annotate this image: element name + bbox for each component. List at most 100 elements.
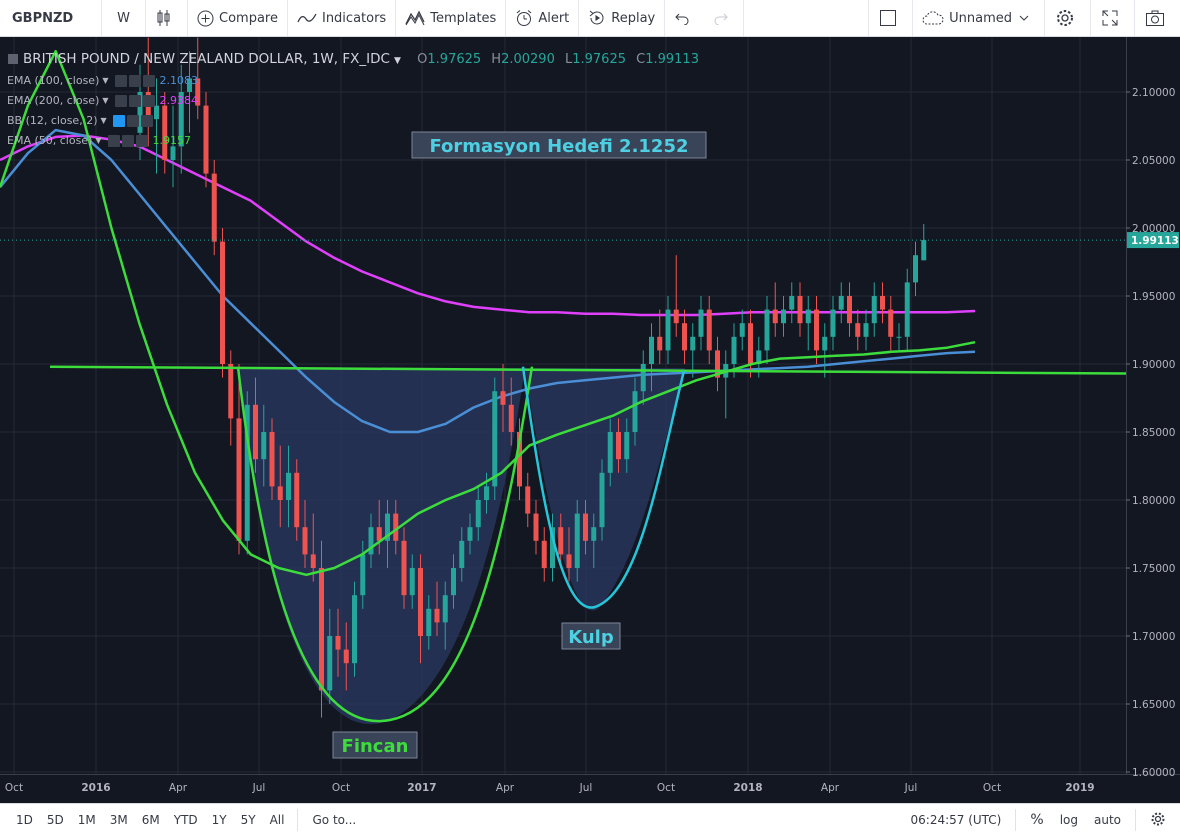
candle-body bbox=[904, 282, 910, 337]
candle-body bbox=[781, 309, 786, 324]
close-label: C bbox=[636, 52, 646, 67]
candle-body bbox=[665, 309, 671, 351]
time-tick-label: 2017 bbox=[407, 782, 436, 794]
chart-type-button[interactable] bbox=[146, 0, 188, 36]
gear-icon[interactable] bbox=[128, 94, 141, 107]
fullscreen-area-button[interactable] bbox=[868, 0, 914, 36]
replay-button[interactable]: Replay bbox=[579, 0, 666, 36]
candle-body bbox=[896, 336, 902, 338]
price-tick-label: 1.85000 bbox=[1132, 427, 1175, 439]
candle-body bbox=[253, 404, 258, 460]
legend-ema100[interactable]: EMA (100, close) ▼ 2.1083 bbox=[7, 74, 199, 87]
divider bbox=[297, 809, 299, 831]
log-toggle[interactable]: log bbox=[1059, 813, 1078, 827]
range-3m[interactable]: 3M bbox=[109, 813, 128, 827]
undo-button[interactable] bbox=[665, 0, 704, 36]
candle-body bbox=[451, 568, 456, 596]
chart-area[interactable]: 2.10000 2.05000 2.00000 1.95000 1.90000 1.850… bbox=[0, 37, 1180, 803]
chevron-down-icon[interactable]: ▼ bbox=[393, 56, 401, 66]
redo-button[interactable] bbox=[704, 0, 745, 36]
candle bbox=[880, 282, 885, 324]
candle bbox=[236, 364, 242, 555]
candle bbox=[286, 445, 291, 528]
eye-icon[interactable] bbox=[114, 74, 127, 87]
candle bbox=[442, 581, 448, 650]
candle bbox=[822, 323, 828, 378]
candle bbox=[352, 581, 357, 677]
layout-name-button[interactable]: Unnamed bbox=[913, 0, 1045, 36]
candle bbox=[343, 622, 349, 691]
fullscreen-button[interactable] bbox=[1091, 0, 1135, 36]
range-6m[interactable]: 6M bbox=[141, 813, 160, 827]
candle-body bbox=[731, 336, 737, 364]
candle bbox=[583, 500, 588, 555]
auto-toggle[interactable]: auto bbox=[1093, 813, 1121, 827]
candle-body bbox=[170, 146, 176, 160]
settings-button[interactable] bbox=[1045, 0, 1091, 36]
range-all[interactable]: All bbox=[269, 813, 285, 827]
price-chart[interactable]: 2.10000 2.05000 2.00000 1.95000 1.90000 1.850… bbox=[0, 37, 1180, 803]
candle bbox=[739, 309, 745, 351]
compare-button[interactable]: Compare bbox=[188, 0, 288, 36]
close-icon[interactable] bbox=[142, 94, 155, 107]
eye-icon[interactable] bbox=[112, 114, 125, 127]
candle bbox=[277, 445, 283, 528]
close-icon[interactable] bbox=[142, 74, 155, 87]
candle-body bbox=[335, 636, 341, 650]
close-icon[interactable] bbox=[135, 134, 148, 147]
eye-icon[interactable] bbox=[107, 134, 120, 147]
eye-icon[interactable] bbox=[114, 94, 127, 107]
legend-ema200[interactable]: EMA (200, close) ▼ 2.9384 bbox=[7, 94, 199, 107]
candle-body bbox=[756, 350, 762, 364]
range-5d[interactable]: 5D bbox=[46, 813, 64, 827]
legend-title-row: BRITISH POUND / NEW ZEALAND DOLLAR, 1W, … bbox=[8, 51, 699, 67]
candle-body bbox=[310, 554, 316, 568]
percent-toggle[interactable]: % bbox=[1030, 812, 1044, 828]
candle bbox=[409, 554, 415, 609]
clock-time[interactable]: 06:24:57 (UTC) bbox=[910, 813, 1002, 827]
range-5y[interactable]: 5Y bbox=[240, 813, 256, 827]
candle-body bbox=[715, 350, 720, 378]
cloud-icon bbox=[922, 11, 944, 25]
gear-icon[interactable] bbox=[128, 74, 141, 87]
cup-outline bbox=[236, 366, 534, 723]
indicators-button[interactable]: Indicators bbox=[288, 0, 397, 36]
range-ytd[interactable]: YTD bbox=[173, 813, 198, 827]
candle bbox=[830, 296, 836, 351]
legend-ema50[interactable]: EMA (50, close) ▼ 1.9157 bbox=[7, 134, 192, 147]
time-tick-label: 2018 bbox=[733, 782, 762, 794]
legend-bb[interactable]: BB (12, close, 2) ▼ bbox=[7, 114, 155, 127]
range-1d[interactable]: 1D bbox=[16, 813, 33, 827]
candle bbox=[178, 64, 184, 174]
candle-body bbox=[508, 404, 514, 432]
close-icon[interactable] bbox=[140, 114, 153, 127]
candle-body bbox=[484, 486, 489, 500]
plus-circle-icon bbox=[197, 10, 214, 26]
gear-icon[interactable] bbox=[126, 114, 139, 127]
templates-button[interactable]: Templates bbox=[396, 0, 507, 36]
candle-body bbox=[203, 105, 209, 174]
symbol-title[interactable]: BRITISH POUND / NEW ZEALAND DOLLAR, 1W, … bbox=[23, 51, 390, 67]
candle bbox=[302, 500, 308, 568]
last-price-label: 1.99113 bbox=[1131, 235, 1179, 247]
alert-button[interactable]: Alert bbox=[506, 0, 580, 36]
interval-button[interactable]: W bbox=[102, 0, 146, 36]
goto-button[interactable]: Go to... bbox=[312, 813, 357, 827]
range-1y[interactable]: 1Y bbox=[211, 813, 227, 827]
range-1m[interactable]: 1M bbox=[77, 813, 96, 827]
candle-body bbox=[228, 364, 234, 419]
gear-icon[interactable] bbox=[121, 134, 134, 147]
symbol-search[interactable]: GBPNZD bbox=[0, 0, 102, 36]
candle-body bbox=[649, 336, 654, 364]
chevron-down-icon bbox=[1019, 15, 1029, 21]
candle-body bbox=[772, 309, 778, 324]
time-tick-label: Oct bbox=[332, 782, 350, 794]
redo-icon bbox=[714, 13, 728, 25]
time-tick-label: Jul bbox=[579, 782, 593, 794]
undo-icon bbox=[675, 13, 689, 25]
chart-settings-button[interactable] bbox=[1142, 811, 1174, 830]
candle bbox=[706, 296, 712, 364]
snapshot-button[interactable] bbox=[1135, 0, 1180, 36]
candle-body bbox=[220, 241, 225, 364]
time-tick-label: Oct bbox=[5, 782, 23, 794]
